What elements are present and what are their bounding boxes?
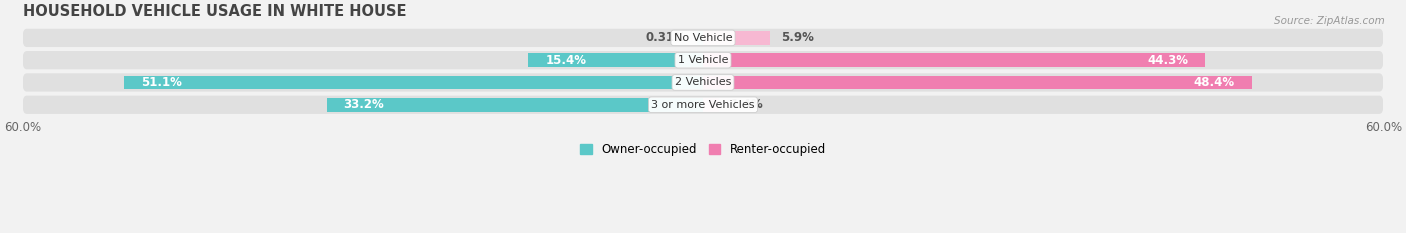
Text: 1.4%: 1.4% <box>730 98 763 111</box>
Text: 33.2%: 33.2% <box>343 98 384 111</box>
FancyBboxPatch shape <box>22 73 1384 92</box>
Text: 51.1%: 51.1% <box>141 76 181 89</box>
Text: 48.4%: 48.4% <box>1194 76 1234 89</box>
Legend: Owner-occupied, Renter-occupied: Owner-occupied, Renter-occupied <box>575 138 831 161</box>
Text: Source: ZipAtlas.com: Source: ZipAtlas.com <box>1274 16 1385 26</box>
Bar <box>697 31 703 45</box>
Text: 44.3%: 44.3% <box>1147 54 1188 67</box>
Bar <box>703 75 1251 89</box>
FancyBboxPatch shape <box>22 29 1384 47</box>
Text: 5.9%: 5.9% <box>782 31 814 44</box>
Bar <box>326 98 703 112</box>
Text: 2 Vehicles: 2 Vehicles <box>675 77 731 87</box>
Text: 15.4%: 15.4% <box>546 54 586 67</box>
Text: 0.31%: 0.31% <box>645 31 686 44</box>
Bar <box>703 31 770 45</box>
Bar <box>124 75 703 89</box>
Text: 1 Vehicle: 1 Vehicle <box>678 55 728 65</box>
Text: 3 or more Vehicles: 3 or more Vehicles <box>651 100 755 110</box>
Bar <box>703 53 1205 67</box>
Bar <box>703 98 718 112</box>
Text: No Vehicle: No Vehicle <box>673 33 733 43</box>
Bar <box>529 53 703 67</box>
Text: HOUSEHOLD VEHICLE USAGE IN WHITE HOUSE: HOUSEHOLD VEHICLE USAGE IN WHITE HOUSE <box>22 4 406 19</box>
FancyBboxPatch shape <box>22 96 1384 114</box>
FancyBboxPatch shape <box>22 51 1384 69</box>
